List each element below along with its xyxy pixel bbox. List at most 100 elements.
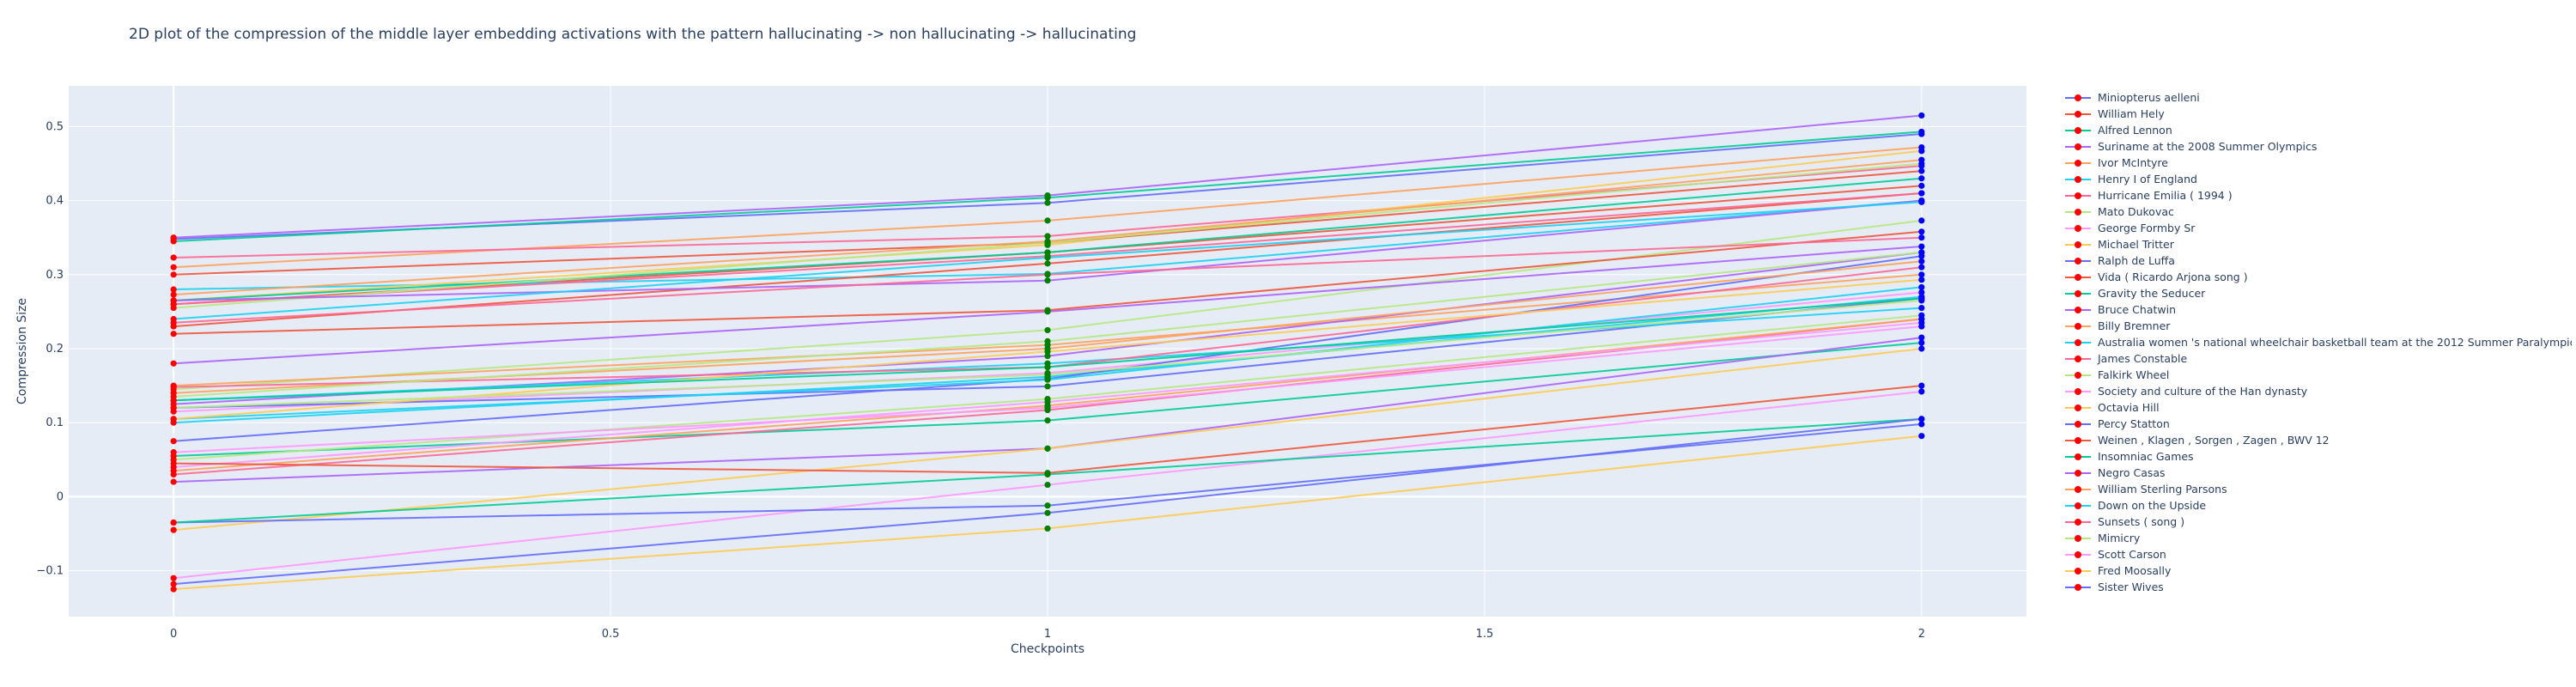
legend-item[interactable]: Fred Moosally <box>2065 562 2572 579</box>
legend-item[interactable]: Gravity the Seducer <box>2065 285 2572 301</box>
legend-item[interactable]: Bruce Chatwin <box>2065 301 2572 318</box>
tick-labels: 0 0.5 1 1.5 2 −0.1 0 0.1 0.2 0.3 0.4 0.5 <box>36 120 1925 641</box>
data-point <box>1918 382 1925 389</box>
data-point <box>1044 445 1051 452</box>
data-point <box>1918 175 1925 182</box>
y-tick-label: −0.1 <box>36 565 64 578</box>
legend-swatch <box>2065 387 2091 396</box>
data-point <box>1044 502 1051 509</box>
y-tick-label: 0.5 <box>46 120 64 133</box>
legend-item[interactable]: Down on the Upside <box>2065 497 2572 514</box>
legend-item[interactable]: Hurricane Emilia ( 1994 ) <box>2065 187 2572 204</box>
data-point <box>1918 289 1925 296</box>
legend-item[interactable]: Weinen , Klagen , Sorgen , Zagen , BWV 1… <box>2065 432 2572 448</box>
data-point <box>1918 264 1925 271</box>
data-point <box>170 397 177 404</box>
legend-label: Alfred Lennon <box>2098 124 2172 137</box>
legend-item[interactable]: Sunsets ( song ) <box>2065 514 2572 530</box>
legend-swatch <box>2065 420 2091 429</box>
legend-item[interactable]: William Hely <box>2065 106 2572 122</box>
legend-item[interactable]: Suriname at the 2008 Summer Olympics <box>2065 138 2572 155</box>
legend-swatch <box>2065 143 2091 151</box>
legend-item[interactable]: Vida ( Ricardo Arjona song ) <box>2065 269 2572 285</box>
x-tick-label: 2 <box>1918 628 1925 641</box>
legend-label: Negro Casas <box>2098 466 2166 479</box>
legend-item[interactable]: Scott Carson <box>2065 546 2572 562</box>
legend-label: Weinen , Klagen , Sorgen , Zagen , BWV 1… <box>2098 434 2330 447</box>
legend-swatch <box>2065 567 2091 575</box>
data-point <box>1918 304 1925 312</box>
legend-label: Insomniac Games <box>2098 450 2194 463</box>
data-point <box>1044 238 1051 245</box>
legend-label: Falkirk Wheel <box>2098 368 2170 381</box>
legend-label: Hurricane Emilia ( 1994 ) <box>2098 189 2233 202</box>
legend-item[interactable]: Sister Wives <box>2065 579 2572 595</box>
legend-item[interactable]: Ralph de Luffa <box>2065 252 2572 269</box>
legend-label: Australia women 's national wheelchair b… <box>2098 336 2572 349</box>
data-point <box>1044 525 1051 532</box>
data-point <box>1918 148 1925 155</box>
x-axis-title: Checkpoints <box>1011 642 1084 656</box>
data-point <box>1044 416 1051 424</box>
data-point <box>170 438 177 445</box>
legend-swatch <box>2065 469 2091 477</box>
legend-swatch <box>2065 322 2091 331</box>
data-point <box>1044 398 1051 405</box>
legend-item[interactable]: Octavia Hill <box>2065 399 2572 416</box>
legend-item[interactable]: Michael Tritter <box>2065 236 2572 252</box>
x-tick-label: 1 <box>1044 628 1051 641</box>
data-point <box>1044 192 1051 199</box>
legend-swatch <box>2065 208 2091 216</box>
data-point <box>1044 271 1051 278</box>
legend: Miniopterus aelleni William Hely Alfred Le… <box>2065 89 2572 625</box>
data-point <box>1918 190 1925 197</box>
legend-swatch <box>2065 485 2091 494</box>
y-tick-label: 0.2 <box>46 343 64 356</box>
legend-item[interactable]: Negro Casas <box>2065 465 2572 481</box>
legend-item[interactable]: Australia women 's national wheelchair b… <box>2065 334 2572 350</box>
legend-item[interactable]: Insomniac Games <box>2065 448 2572 465</box>
data-point <box>1918 323 1925 330</box>
legend-label: Fred Moosally <box>2098 564 2172 577</box>
y-tick-label: 0 <box>57 490 64 503</box>
legend-item[interactable]: Henry I of England <box>2065 171 2572 187</box>
legend-item[interactable]: Miniopterus aelleni <box>2065 89 2572 106</box>
legend-item[interactable]: James Constable <box>2065 350 2572 367</box>
data-point <box>170 478 177 485</box>
legend-item[interactable]: Mimicry <box>2065 530 2572 546</box>
legend-item[interactable]: Ivor McIntyre <box>2065 155 2572 171</box>
legend-item[interactable]: Billy Bremner <box>2065 318 2572 334</box>
legend-item[interactable]: Mato Dukovac <box>2065 204 2572 220</box>
legend-label: Ralph de Luffa <box>2098 254 2175 267</box>
legend-item[interactable]: William Sterling Parsons <box>2065 481 2572 497</box>
data-points <box>170 112 1925 593</box>
data-point <box>1044 260 1051 267</box>
data-point <box>1044 277 1051 284</box>
data-point <box>170 416 177 423</box>
legend-swatch <box>2065 175 2091 184</box>
data-point <box>1918 198 1925 205</box>
legend-item[interactable]: Alfred Lennon <box>2065 122 2572 138</box>
x-tick-label: 0.5 <box>602 628 620 641</box>
data-point <box>170 404 177 411</box>
data-point <box>170 286 177 293</box>
legend-swatch <box>2065 583 2091 592</box>
legend-swatch <box>2065 306 2091 314</box>
legend-item[interactable]: George Formby Sr <box>2065 220 2572 236</box>
legend-swatch <box>2065 94 2091 102</box>
legend-swatch <box>2065 257 2091 265</box>
legend-item[interactable]: Society and culture of the Han dynasty <box>2065 383 2572 399</box>
data-point <box>1918 271 1925 278</box>
legend-item[interactable]: Percy Statton <box>2065 416 2572 432</box>
y-tick-label: 0.4 <box>46 195 64 208</box>
legend-item[interactable]: Falkirk Wheel <box>2065 367 2572 383</box>
legend-swatch <box>2065 371 2091 380</box>
data-point <box>170 264 177 271</box>
data-point <box>1918 234 1925 241</box>
legend-swatch <box>2065 159 2091 167</box>
data-point <box>1918 217 1925 224</box>
data-point <box>170 449 177 456</box>
data-point <box>1918 421 1925 428</box>
y-tick-label: 0.3 <box>46 269 64 282</box>
legend-label: Mimicry <box>2098 532 2141 544</box>
